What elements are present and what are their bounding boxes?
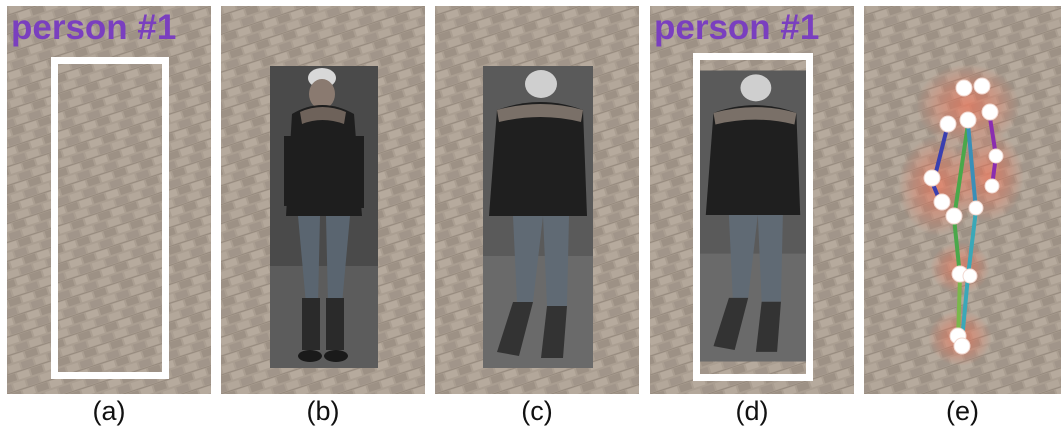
caption-d: (d): [735, 396, 769, 426]
ground-texture: [7, 6, 211, 394]
joint-right-shoulder: [981, 103, 999, 121]
panel-d: person #1: [650, 6, 854, 394]
caption-b: (b): [306, 396, 340, 426]
right-leg: [543, 216, 569, 306]
joint-left-shoulder: [939, 115, 957, 133]
joint-right-hip: [968, 200, 984, 216]
panel-b: [221, 6, 425, 394]
person-tag: person #1: [11, 8, 177, 47]
left-leg: [298, 216, 320, 304]
left-leg: [513, 216, 543, 302]
person-crop-back: [483, 66, 593, 368]
joint-neck: [959, 111, 977, 129]
person-crop-front: [270, 66, 378, 368]
joint-right-knee: [962, 268, 978, 284]
jacket: [286, 105, 362, 216]
joint-head: [955, 79, 973, 97]
hat: [740, 74, 772, 102]
panel-a: person #1: [7, 6, 211, 394]
pose-skeleton: [898, 64, 1024, 366]
caption-a: (a): [92, 396, 126, 426]
joint-right-elbow: [988, 148, 1004, 164]
bounding-box: [51, 57, 169, 379]
panel-e: [864, 6, 1061, 394]
joint-left-hip: [945, 207, 963, 225]
caption-e: (e): [946, 396, 979, 426]
joint-right-ankle: [953, 337, 971, 355]
jacket: [489, 102, 587, 216]
limb-torso-left: [952, 123, 970, 219]
person-tag: person #1: [654, 8, 820, 47]
limb-right-thigh: [966, 209, 978, 277]
heatmap-blob: [952, 130, 1024, 222]
joint-head-top: [973, 77, 991, 95]
limb-torso-right: [966, 123, 978, 211]
joint-left-wrist: [933, 193, 951, 211]
caption-c: (c): [521, 396, 553, 426]
hat: [525, 70, 557, 98]
joint-right-wrist: [984, 178, 1000, 194]
joint-left-elbow: [923, 169, 941, 187]
person-crop-back: [700, 70, 806, 362]
bounding-box: [693, 53, 813, 381]
right-leg: [326, 216, 350, 304]
panel-c: [435, 6, 639, 394]
